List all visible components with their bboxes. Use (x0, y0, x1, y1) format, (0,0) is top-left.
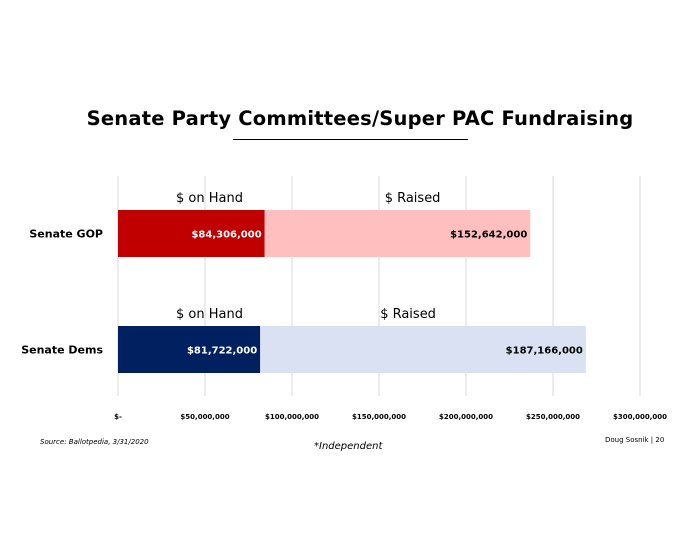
bars (118, 210, 586, 373)
title-underline (233, 139, 468, 140)
bar-raised-dems (260, 326, 586, 373)
data-label: $187,166,000 (506, 346, 583, 357)
x-tick-labels: $- $50,000,000 $100,000,000 $150,000,000 $20… (114, 413, 667, 421)
series-label: $ Raised (385, 191, 441, 206)
data-label: $81,722,000 (187, 346, 257, 357)
series-label: $ Raised (380, 307, 436, 322)
x-tick-label: $200,000,000 (439, 413, 493, 421)
bar-on-hand-dems (118, 326, 261, 373)
footnote: *Independent (314, 441, 383, 452)
series-label: $ on Hand (176, 307, 243, 322)
x-tick-label: $50,000,000 (180, 413, 229, 421)
x-tick-label: $100,000,000 (265, 413, 319, 421)
series-label: $ on Hand (176, 191, 243, 206)
x-tick-label: $300,000,000 (613, 413, 667, 421)
category-label: Senate Dems (21, 344, 103, 357)
credit-page-number: Doug Sosnik | 20 (605, 436, 665, 444)
x-tick-label: $250,000,000 (526, 413, 580, 421)
data-labels: $84,306,000 $ on Hand $152,642,000 $ Raised… (21, 191, 583, 357)
x-tick-label: $- (114, 413, 122, 421)
data-label: $84,306,000 (191, 230, 261, 241)
data-label: $152,642,000 (450, 230, 527, 241)
chart-title: Senate Party Committees/Super PAC Fundra… (86, 107, 634, 130)
source-note: Source: Ballotpedia, 3/31/2020 (40, 438, 149, 446)
x-tick-label: $150,000,000 (352, 413, 406, 421)
bar-raised-gop (264, 210, 531, 257)
category-label: Senate GOP (29, 228, 103, 241)
bar-on-hand-gop (118, 210, 265, 257)
